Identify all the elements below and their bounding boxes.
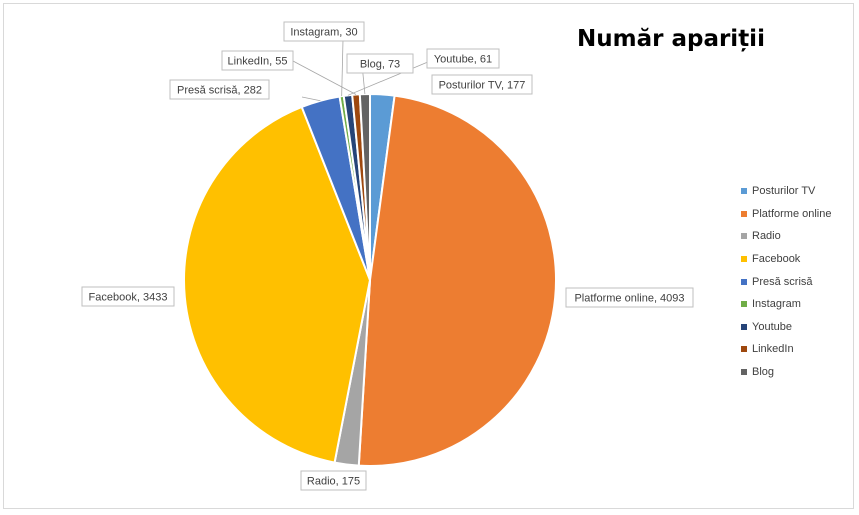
data-label-box [221,50,294,71]
data-label: Blog, 73 [360,59,400,71]
legend: Posturilor TV Platforme online Radio Facebo… [741,180,832,383]
legend-label: Facebook [752,253,801,266]
legend-label: Platforme online [752,207,832,220]
legend-label: Presă scrisă [752,275,813,288]
leader-line [347,58,436,96]
data-label-box [346,53,414,74]
leader-line [301,96,321,102]
legend-item: Blog [741,361,832,384]
legend-item: Posturilor TV [741,180,832,203]
legend-label: Blog [752,366,775,379]
legend-label: Youtube [752,320,792,333]
data-label-box [426,48,500,69]
pie-slice-facebook [182,105,372,464]
legend-item: Facebook [741,248,832,271]
legend-item: Youtube [741,316,832,339]
legend-swatch [741,210,747,217]
data-label: Platforme online, 4093 [574,293,684,305]
data-label: Radio, 175 [307,476,360,488]
data-label: Posturilor TV, 177 [439,80,526,92]
leader-line [292,60,357,95]
legend-label: LinkedIn [752,343,794,356]
data-label-box [81,286,175,307]
legend-swatch [741,323,747,330]
legend-swatch [741,256,747,263]
data-label-box [565,287,694,308]
legend-label: Posturilor TV [752,185,816,198]
legend-swatch [741,369,747,376]
legend-swatch [741,301,747,308]
legend-swatch [741,278,747,285]
data-label: Facebook, 3433 [89,292,168,304]
legend-swatch [741,346,747,353]
legend-item: Instagram [741,293,832,316]
legend-label: Instagram [752,298,801,311]
legend-swatch [741,233,747,240]
data-label: LinkedIn, 55 [228,56,288,68]
legend-item: LinkedIn [741,338,832,361]
pie-slice-platforme-online [357,94,557,467]
legend-item: Radio [741,225,832,248]
data-label: Presă scrisă, 282 [177,85,262,97]
data-label-box [169,79,270,100]
legend-swatch [741,188,747,195]
data-label-box [283,21,365,42]
data-label: Youtube, 61 [434,54,492,66]
data-label-box [431,74,533,95]
legend-label: Radio [752,230,781,243]
data-label-box [300,470,367,491]
legend-item: Platforme online [741,203,832,226]
legend-item: Presă scrisă [741,270,832,293]
chart-title: Număr apariții [577,26,765,52]
data-label: Instagram, 30 [290,27,357,39]
